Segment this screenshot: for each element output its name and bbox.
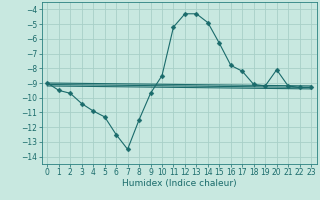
X-axis label: Humidex (Indice chaleur): Humidex (Indice chaleur) xyxy=(122,179,236,188)
